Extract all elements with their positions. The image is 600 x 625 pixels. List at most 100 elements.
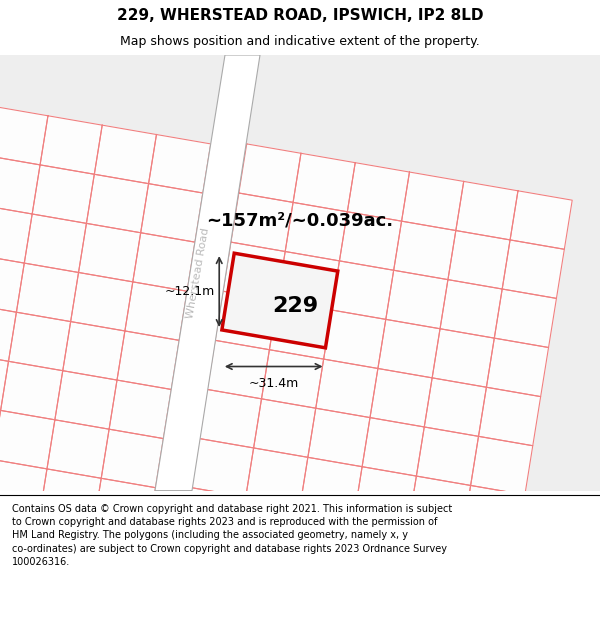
Polygon shape xyxy=(300,458,362,516)
Polygon shape xyxy=(117,331,179,389)
Polygon shape xyxy=(362,418,424,476)
Polygon shape xyxy=(277,604,338,625)
Polygon shape xyxy=(401,525,463,584)
Polygon shape xyxy=(230,546,292,604)
Polygon shape xyxy=(370,369,432,427)
Polygon shape xyxy=(133,232,195,291)
Text: Map shows position and indicative extent of the property.: Map shows position and indicative extent… xyxy=(120,35,480,48)
Polygon shape xyxy=(101,429,163,488)
Polygon shape xyxy=(31,518,94,576)
Polygon shape xyxy=(338,565,401,623)
Polygon shape xyxy=(0,156,40,214)
Polygon shape xyxy=(0,509,39,567)
Polygon shape xyxy=(40,116,102,174)
Polygon shape xyxy=(440,279,502,338)
Polygon shape xyxy=(231,193,293,251)
Polygon shape xyxy=(239,144,301,202)
Polygon shape xyxy=(262,350,323,408)
Polygon shape xyxy=(393,574,455,625)
Polygon shape xyxy=(346,516,409,574)
Polygon shape xyxy=(149,134,211,193)
Polygon shape xyxy=(470,436,533,495)
Polygon shape xyxy=(155,55,260,491)
Polygon shape xyxy=(510,191,572,249)
Polygon shape xyxy=(71,272,133,331)
Polygon shape xyxy=(207,341,269,399)
Polygon shape xyxy=(0,459,47,518)
Polygon shape xyxy=(94,125,157,184)
Polygon shape xyxy=(308,408,370,467)
Polygon shape xyxy=(39,469,101,528)
Polygon shape xyxy=(447,584,509,625)
Polygon shape xyxy=(24,214,86,272)
Text: Contains OS data © Crown copyright and database right 2021. This information is : Contains OS data © Crown copyright and d… xyxy=(12,504,452,567)
Polygon shape xyxy=(394,221,456,279)
Polygon shape xyxy=(168,586,230,625)
Polygon shape xyxy=(0,55,600,491)
Polygon shape xyxy=(55,371,117,429)
Polygon shape xyxy=(85,528,148,586)
Polygon shape xyxy=(16,616,77,625)
Polygon shape xyxy=(385,623,447,625)
Polygon shape xyxy=(79,223,140,282)
Polygon shape xyxy=(463,486,525,544)
Polygon shape xyxy=(479,388,541,446)
Polygon shape xyxy=(347,162,409,221)
Polygon shape xyxy=(332,261,394,319)
Polygon shape xyxy=(0,303,16,361)
Polygon shape xyxy=(0,352,8,411)
Polygon shape xyxy=(47,420,109,478)
Polygon shape xyxy=(0,607,23,625)
Polygon shape xyxy=(269,301,332,359)
Polygon shape xyxy=(125,282,187,341)
Polygon shape xyxy=(109,380,171,439)
Polygon shape xyxy=(455,534,517,593)
Polygon shape xyxy=(409,476,470,534)
Polygon shape xyxy=(176,537,238,595)
Polygon shape xyxy=(432,329,494,388)
Polygon shape xyxy=(277,251,340,310)
Polygon shape xyxy=(223,242,285,301)
Polygon shape xyxy=(448,231,510,289)
Polygon shape xyxy=(292,506,354,565)
Polygon shape xyxy=(32,165,94,223)
Polygon shape xyxy=(94,478,155,537)
Text: ~31.4m: ~31.4m xyxy=(248,377,299,390)
Polygon shape xyxy=(331,614,393,625)
Polygon shape xyxy=(316,359,378,418)
Polygon shape xyxy=(140,184,203,242)
Polygon shape xyxy=(502,240,565,298)
Polygon shape xyxy=(86,174,149,232)
Polygon shape xyxy=(285,202,347,261)
Polygon shape xyxy=(199,389,262,448)
Polygon shape xyxy=(354,467,416,525)
Text: 229: 229 xyxy=(272,296,318,316)
Polygon shape xyxy=(77,576,140,625)
Text: Wherstead Road: Wherstead Road xyxy=(185,227,211,319)
Polygon shape xyxy=(246,448,308,506)
Polygon shape xyxy=(494,289,556,348)
Polygon shape xyxy=(0,204,32,263)
Polygon shape xyxy=(238,497,300,556)
Text: ~157m²/~0.039ac.: ~157m²/~0.039ac. xyxy=(206,211,394,229)
Polygon shape xyxy=(293,153,355,212)
Polygon shape xyxy=(184,488,246,546)
Polygon shape xyxy=(222,253,338,348)
Polygon shape xyxy=(254,399,316,458)
Polygon shape xyxy=(487,338,548,397)
Polygon shape xyxy=(63,322,125,380)
Polygon shape xyxy=(0,558,31,616)
Polygon shape xyxy=(378,319,440,378)
Polygon shape xyxy=(340,212,401,270)
Polygon shape xyxy=(456,181,518,240)
Polygon shape xyxy=(284,556,346,614)
Polygon shape xyxy=(401,172,464,231)
Polygon shape xyxy=(1,361,63,420)
Polygon shape xyxy=(8,312,71,371)
Polygon shape xyxy=(416,427,479,486)
Polygon shape xyxy=(191,439,254,497)
Polygon shape xyxy=(323,310,386,369)
Polygon shape xyxy=(0,106,48,165)
Polygon shape xyxy=(222,595,284,625)
Text: 229, WHERSTEAD ROAD, IPSWICH, IP2 8LD: 229, WHERSTEAD ROAD, IPSWICH, IP2 8LD xyxy=(117,8,483,23)
